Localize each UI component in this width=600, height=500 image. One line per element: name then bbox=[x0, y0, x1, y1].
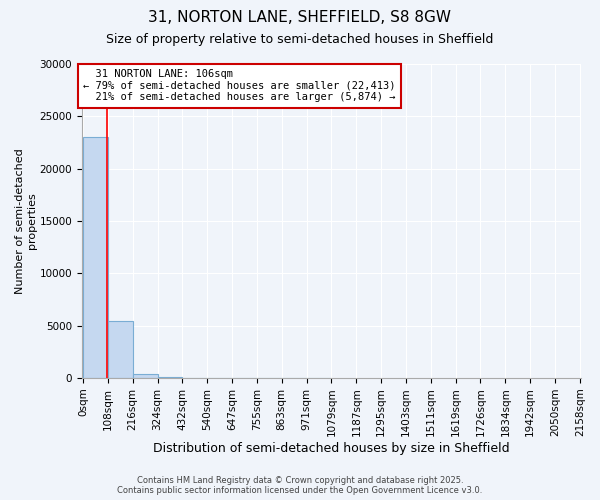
Text: 31, NORTON LANE, SHEFFIELD, S8 8GW: 31, NORTON LANE, SHEFFIELD, S8 8GW bbox=[149, 10, 452, 25]
Bar bbox=[133, 374, 158, 378]
Bar bbox=[158, 377, 182, 378]
X-axis label: Distribution of semi-detached houses by size in Sheffield: Distribution of semi-detached houses by … bbox=[153, 442, 510, 455]
Y-axis label: Number of semi-detached
properties: Number of semi-detached properties bbox=[15, 148, 37, 294]
Text: 31 NORTON LANE: 106sqm
← 79% of semi-detached houses are smaller (22,413)
  21% : 31 NORTON LANE: 106sqm ← 79% of semi-det… bbox=[83, 69, 396, 102]
Bar bbox=[83, 138, 108, 378]
Text: Size of property relative to semi-detached houses in Sheffield: Size of property relative to semi-detach… bbox=[106, 32, 494, 46]
Bar bbox=[108, 322, 133, 378]
Text: Contains HM Land Registry data © Crown copyright and database right 2025.
Contai: Contains HM Land Registry data © Crown c… bbox=[118, 476, 482, 495]
